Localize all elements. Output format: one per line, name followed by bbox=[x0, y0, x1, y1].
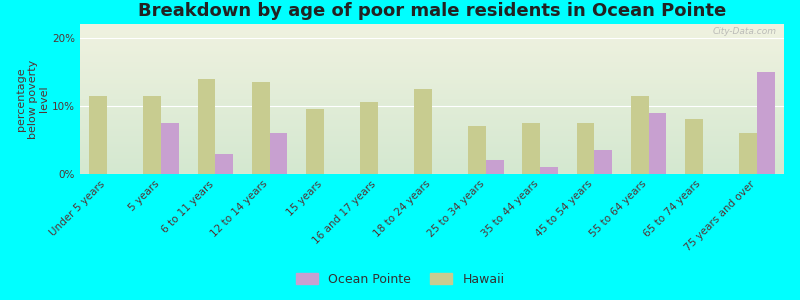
Bar bbox=[198, 79, 215, 174]
Bar bbox=[630, 96, 649, 174]
Bar bbox=[90, 96, 107, 174]
Text: City-Data.com: City-Data.com bbox=[713, 27, 777, 36]
Bar bbox=[215, 154, 234, 174]
Bar bbox=[757, 72, 774, 174]
Bar bbox=[739, 133, 757, 174]
Y-axis label: percentage
below poverty
level: percentage below poverty level bbox=[16, 59, 50, 139]
Bar bbox=[522, 123, 540, 174]
Bar bbox=[486, 160, 504, 174]
Legend: Ocean Pointe, Hawaii: Ocean Pointe, Hawaii bbox=[290, 268, 510, 291]
Bar bbox=[162, 123, 179, 174]
Bar bbox=[577, 123, 594, 174]
Bar bbox=[143, 96, 162, 174]
Bar bbox=[270, 133, 287, 174]
Bar bbox=[306, 109, 324, 174]
Bar bbox=[540, 167, 558, 174]
Bar bbox=[414, 89, 432, 174]
Bar bbox=[685, 119, 702, 174]
Bar bbox=[360, 102, 378, 174]
Bar bbox=[594, 150, 612, 174]
Bar bbox=[649, 112, 666, 174]
Bar bbox=[252, 82, 270, 174]
Bar bbox=[468, 126, 486, 174]
Title: Breakdown by age of poor male residents in Ocean Pointe: Breakdown by age of poor male residents … bbox=[138, 2, 726, 20]
